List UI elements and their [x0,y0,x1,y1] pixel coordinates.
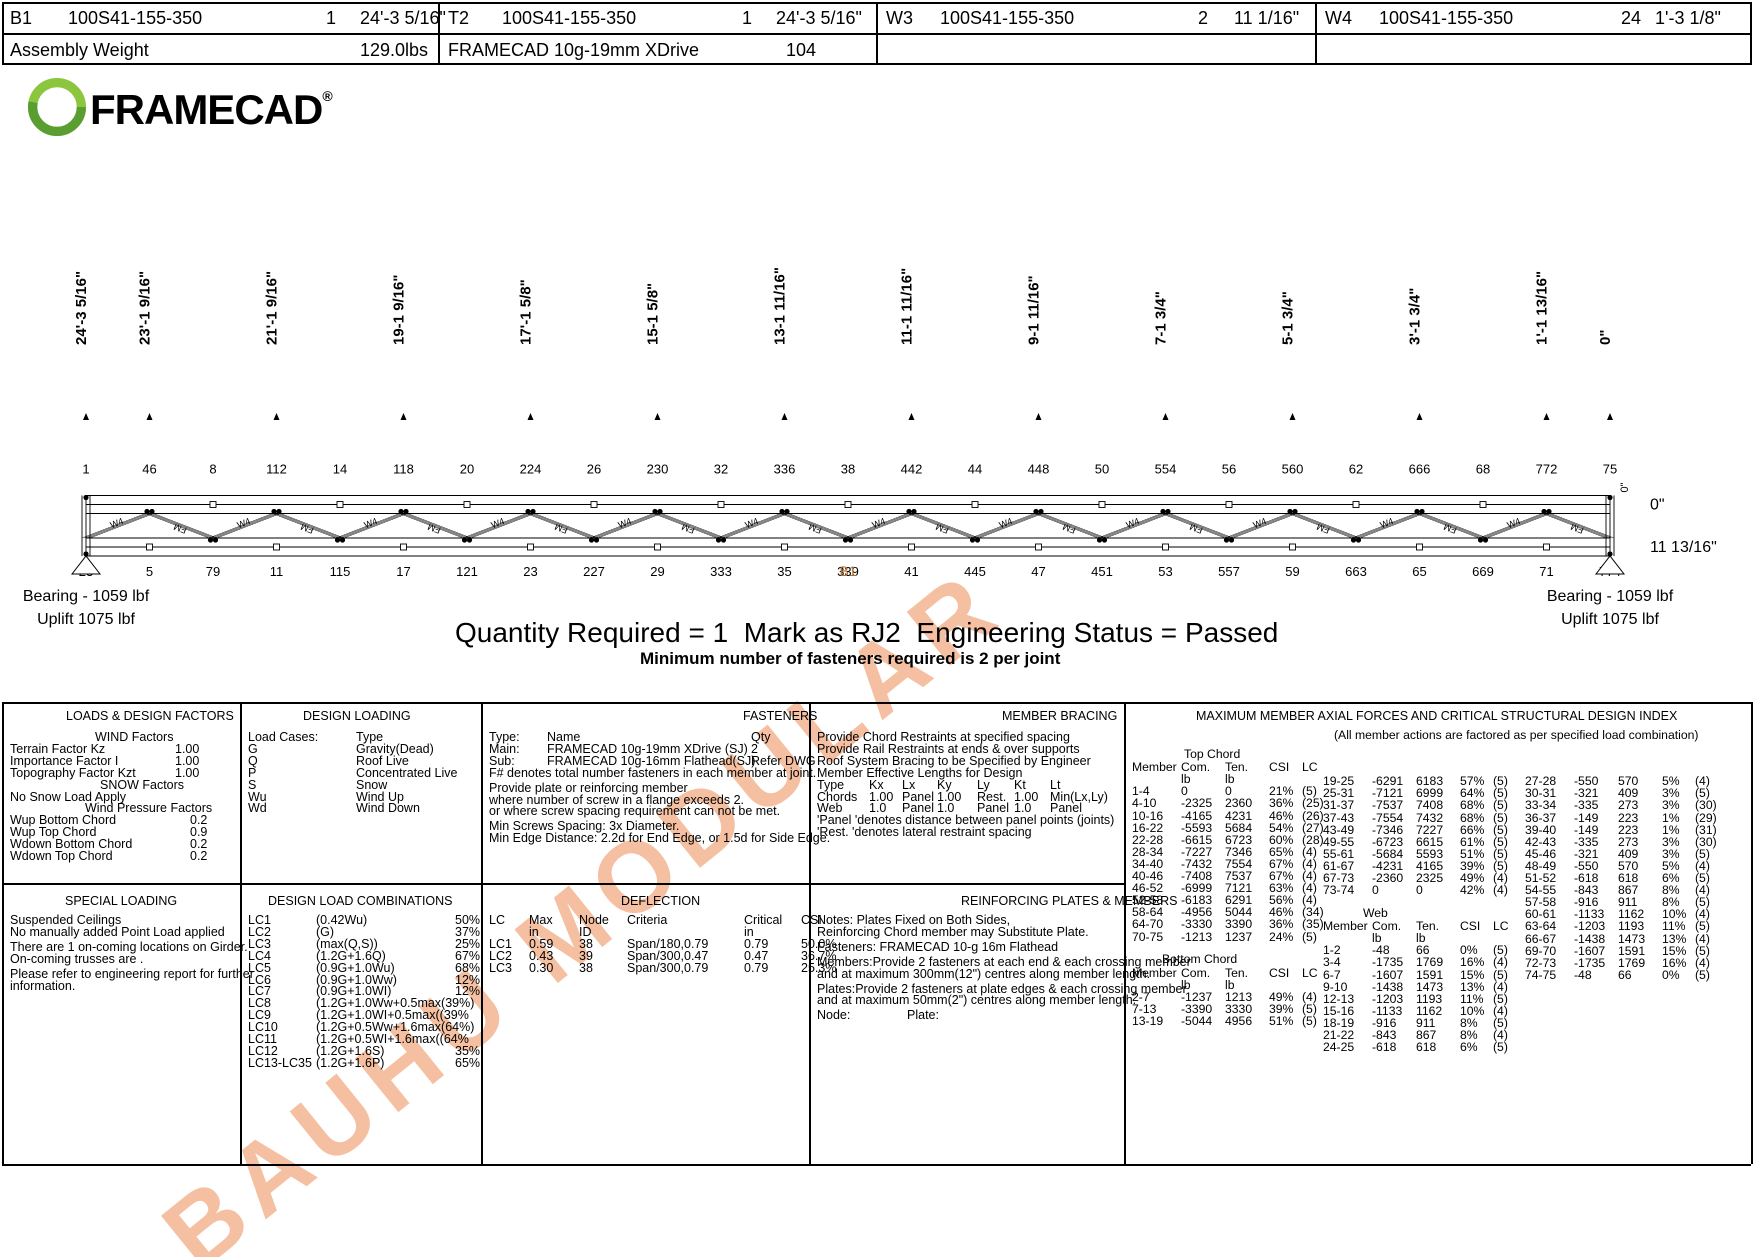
svg-text:14: 14 [333,462,347,477]
svg-text:118: 118 [393,462,414,477]
svg-text:112: 112 [266,462,287,477]
svg-text:75: 75 [1603,462,1617,477]
svg-text:663: 663 [1345,564,1367,579]
svg-text:17'-1 5/8": 17'-1 5/8" [518,279,535,345]
svg-text:333: 333 [710,564,732,579]
svg-text:W4: W4 [490,516,506,530]
svg-text:W4: W4 [744,516,760,530]
svg-text:0": 0" [1597,330,1614,345]
svg-text:23: 23 [523,564,537,579]
svg-text:772: 772 [1536,462,1558,477]
svg-text:19-1 9/16": 19-1 9/16" [391,275,408,346]
svg-text:666: 666 [1409,462,1431,477]
svg-text:13-1 11/16": 13-1 11/16" [772,267,789,345]
svg-text:23'-1 9/16": 23'-1 9/16" [137,271,154,345]
svg-text:11 13/16": 11 13/16" [1650,539,1717,556]
svg-text:1'-1 13/16": 1'-1 13/16" [1534,271,1551,345]
svg-text:17: 17 [396,564,410,579]
svg-text:29: 29 [650,564,664,579]
svg-text:56: 56 [1222,462,1236,477]
svg-text:0": 0" [1619,482,1631,492]
svg-text:35: 35 [777,564,791,579]
svg-text:26: 26 [587,462,601,477]
svg-text:79: 79 [206,564,220,579]
svg-text:24'-3 5/16": 24'-3 5/16" [73,271,90,345]
svg-text:W4: W4 [1506,516,1522,530]
svg-text:53: 53 [1158,564,1172,579]
svg-text:560: 560 [1282,462,1304,477]
svg-text:8: 8 [209,462,216,477]
svg-text:W4: W4 [1125,516,1141,530]
svg-text:669: 669 [1472,564,1494,579]
svg-text:W4: W4 [109,516,125,530]
svg-text:121: 121 [456,564,478,579]
svg-text:Bearing - 1059 lbf: Bearing - 1059 lbf [23,588,150,605]
svg-text:448: 448 [1028,462,1050,477]
svg-text:5-1 3/4": 5-1 3/4" [1280,291,1297,345]
svg-text:W4: W4 [1252,516,1268,530]
svg-text:W4: W4 [1379,516,1395,530]
svg-text:230: 230 [647,462,669,477]
svg-text:227: 227 [583,564,605,579]
svg-text:554: 554 [1155,462,1177,477]
svg-text:1: 1 [82,462,89,477]
svg-text:557: 557 [1218,564,1240,579]
svg-text:15-1 5/8": 15-1 5/8" [645,283,662,345]
svg-text:11-1 11/16": 11-1 11/16" [899,268,916,345]
svg-text:71: 71 [1539,564,1553,579]
svg-text:65: 65 [1412,564,1426,579]
svg-text:3'-1 3/4": 3'-1 3/4" [1407,288,1424,345]
svg-text:442: 442 [901,462,923,477]
svg-text:32: 32 [714,462,728,477]
svg-text:Uplift 1075 lbf: Uplift 1075 lbf [1561,611,1659,628]
svg-text:59: 59 [1285,564,1299,579]
svg-text:20: 20 [460,462,474,477]
svg-text:9-1 11/16": 9-1 11/16" [1026,275,1043,345]
svg-text:50: 50 [1095,462,1109,477]
svg-text:115: 115 [330,564,351,579]
svg-text:47: 47 [1031,564,1045,579]
svg-text:W4: W4 [998,516,1014,530]
svg-text:38: 38 [841,462,855,477]
svg-text:11: 11 [270,564,284,579]
svg-text:336: 336 [774,462,796,477]
svg-text:W4: W4 [871,516,887,530]
svg-text:W4: W4 [617,516,633,530]
svg-text:W4: W4 [236,516,252,530]
svg-text:7-1 3/4": 7-1 3/4" [1153,291,1170,345]
svg-text:0": 0" [1650,497,1665,514]
svg-text:B1: B1 [839,563,856,579]
svg-text:46: 46 [142,462,156,477]
svg-text:224: 224 [520,462,542,477]
svg-text:451: 451 [1091,564,1113,579]
svg-text:44: 44 [968,462,982,477]
svg-text:21'-1 9/16": 21'-1 9/16" [264,271,281,345]
svg-text:Uplift 1075 lbf: Uplift 1075 lbf [37,611,135,628]
svg-text:445: 445 [964,564,986,579]
svg-text:41: 41 [904,564,918,579]
svg-text:Bearing - 1059 lbf: Bearing - 1059 lbf [1547,588,1674,605]
svg-text:68: 68 [1476,462,1490,477]
svg-text:62: 62 [1349,462,1363,477]
svg-text:5: 5 [146,564,153,579]
svg-text:W4: W4 [363,516,379,530]
